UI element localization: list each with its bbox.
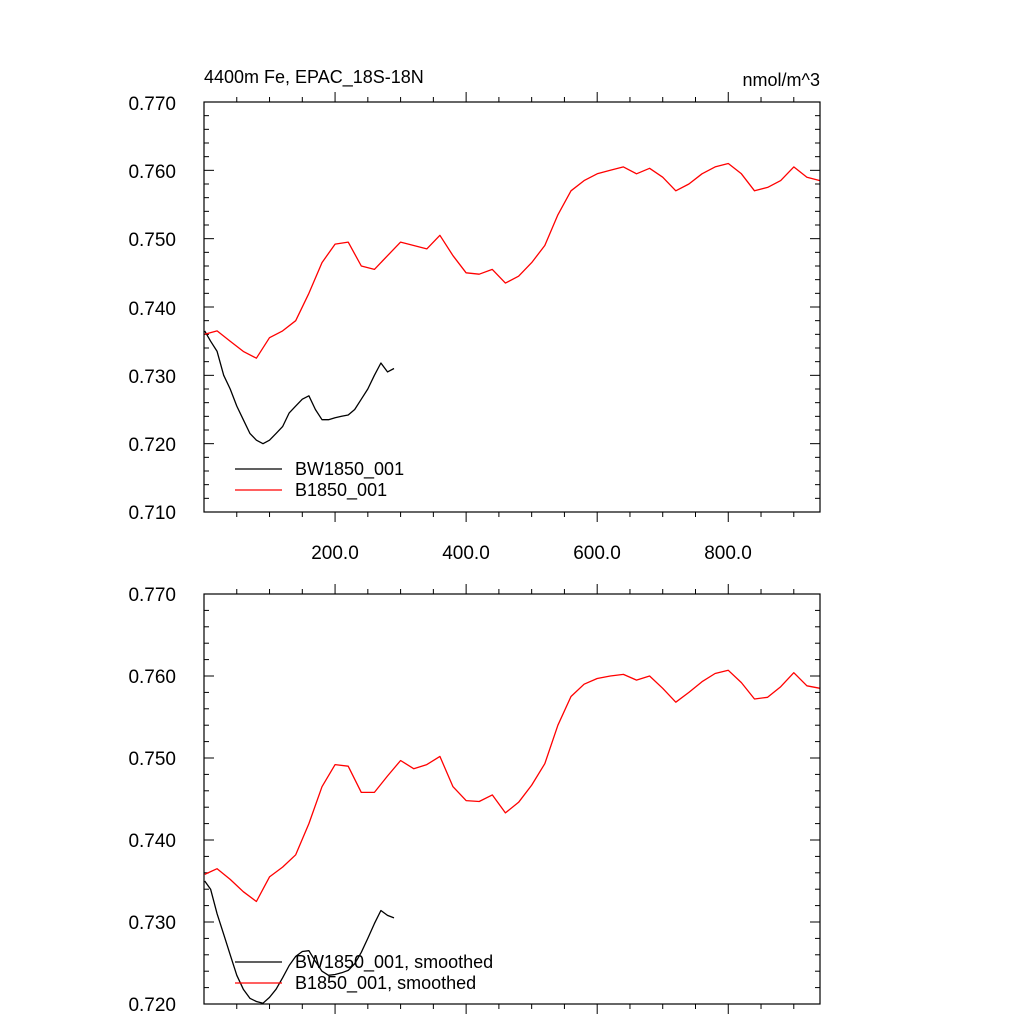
legend-label-bw1850-smoothed: BW1850_001, smoothed bbox=[295, 952, 493, 973]
y-tick-label: 0.770 bbox=[128, 585, 176, 606]
x-tick-label: 800.0 bbox=[704, 543, 752, 564]
top-y-tick-labels: 0.770 0.760 0.750 0.740 0.730 0.720 0.71… bbox=[128, 94, 176, 524]
top-legend: BW1850_001 B1850_001 bbox=[235, 459, 404, 501]
top-axis-ticks bbox=[204, 92, 820, 522]
y-tick-label: 0.720 bbox=[128, 995, 176, 1016]
y-tick-label: 0.760 bbox=[128, 667, 176, 688]
x-tick-label: 600.0 bbox=[573, 543, 621, 564]
chart-title: 4400m Fe, EPAC_18S-18N bbox=[204, 67, 424, 88]
series-line-b1850-001-smoothed bbox=[204, 669, 821, 903]
bottom-legend: BW1850_001, smoothed B1850_001, smoothed bbox=[235, 952, 493, 994]
bottom-panel: 0.770 0.760 0.750 0.740 0.730 0.720 BW18… bbox=[128, 584, 821, 1016]
y-tick-label: 0.750 bbox=[128, 749, 176, 770]
y-tick-label: 0.740 bbox=[128, 299, 176, 320]
series-line-b1850-001 bbox=[204, 162, 821, 359]
bottom-axis-ticks bbox=[204, 584, 820, 1014]
y-tick-label: 0.750 bbox=[128, 230, 176, 251]
top-plot-frame bbox=[203, 101, 821, 513]
top-x-tick-labels: 200.0 400.0 600.0 800.0 bbox=[311, 543, 752, 564]
y-tick-label: 0.720 bbox=[128, 435, 176, 456]
x-tick-label: 200.0 bbox=[311, 543, 359, 564]
y-tick-label: 0.730 bbox=[128, 367, 176, 388]
top-panel: 4400m Fe, EPAC_18S-18N nmol/m^3 0.770 0.… bbox=[128, 67, 821, 564]
legend-label-b1850-smoothed: B1850_001, smoothed bbox=[295, 973, 476, 994]
bottom-series-lines bbox=[204, 669, 821, 1004]
top-series-lines bbox=[204, 162, 821, 445]
legend-label-b1850: B1850_001 bbox=[295, 480, 387, 501]
y-tick-label: 0.760 bbox=[128, 162, 176, 183]
series-line-bw1850-001-smoothed bbox=[204, 880, 395, 1004]
legend-label-bw1850: BW1850_001 bbox=[295, 459, 404, 480]
y-tick-label: 0.770 bbox=[128, 94, 176, 115]
x-tick-label: 400.0 bbox=[442, 543, 490, 564]
bottom-plot-frame bbox=[203, 593, 821, 1005]
y-tick-label: 0.730 bbox=[128, 913, 176, 934]
y-tick-label: 0.710 bbox=[128, 503, 176, 524]
series-line-bw1850-001 bbox=[204, 330, 395, 445]
bottom-y-tick-labels: 0.770 0.760 0.750 0.740 0.730 0.720 bbox=[128, 585, 176, 1016]
units-label: nmol/m^3 bbox=[743, 70, 820, 90]
y-tick-label: 0.740 bbox=[128, 831, 176, 852]
